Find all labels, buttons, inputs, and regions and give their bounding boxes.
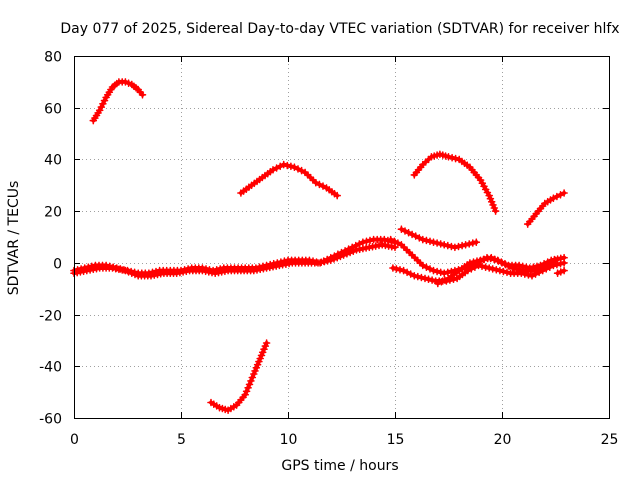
series-band-right-dip [434,253,560,288]
x-tick-label: 15 [387,432,405,448]
data-point [556,259,565,268]
data-point [476,256,485,265]
data-point [444,153,453,161]
data-point [478,262,486,271]
data-point [426,237,434,246]
data-point [444,241,452,250]
data-point [410,272,419,280]
y-tick-label: -20 [39,309,62,325]
y-axis-label: SDTVAR / TECUs [6,181,22,296]
x-tick-label: 0 [70,432,79,448]
data-point [473,257,481,265]
data-point [138,91,147,99]
data-point [560,266,568,275]
data-point [389,264,397,272]
data-point [359,238,367,246]
data-point [396,266,404,274]
data-point [512,265,521,273]
y-tick-label: 60 [44,102,62,118]
y-tick-label: 40 [44,153,62,169]
series-line [238,162,340,198]
data-point [488,265,497,273]
series-arc-bottom [207,339,271,414]
series-arc-right-descend [397,225,481,252]
data-point [250,370,258,378]
data-point [440,269,448,277]
data-point [560,259,568,267]
data-point [472,238,481,246]
data-point [491,207,500,215]
data-point [469,258,478,266]
data-point [257,351,266,360]
data-point [417,273,426,282]
data-point [503,268,511,277]
data-point [436,268,445,277]
grid [74,56,609,418]
series-group [70,78,568,414]
data-point [279,160,288,169]
data-point [392,265,401,273]
x-tick-label: 10 [280,432,298,448]
series-arc-mid-hump [237,160,341,200]
y-tick-label: -40 [39,360,62,376]
data-point [480,255,488,264]
x-axis-label: GPS time / hours [281,458,398,474]
data-point [333,191,341,200]
data-point [508,264,517,272]
data-point [421,274,429,283]
y-tick-label: 80 [44,50,62,66]
y-tick-label: 20 [44,205,62,221]
series-band-right-lower [389,259,568,285]
data-point [496,266,504,275]
data-point [485,264,493,272]
data-point [124,79,133,87]
data-point [439,151,447,159]
series-arc-right-hump [410,150,500,215]
data-point [466,259,474,267]
data-point [262,339,271,347]
data-point [492,266,501,274]
axis-ticks: 0 5 10 15 20 25 -60 -40 -20 0 20 40 60 80 [39,50,618,449]
y-tick-label: 0 [53,257,62,273]
data-point [391,243,399,252]
series-band-baseline-lower [70,241,399,280]
data-point [524,271,533,279]
chart-title: Day 077 of 2025, Sidereal Day-to-day VTE… [60,21,619,37]
data-point [429,266,438,275]
data-point [430,152,438,160]
data-point [436,240,445,248]
data-point [465,240,473,248]
data-point [362,237,371,246]
data-point [560,189,568,197]
data-point [422,236,431,245]
x-tick-label: 25 [601,432,619,448]
data-point [454,242,463,251]
data-point [553,260,561,269]
data-point [516,266,524,274]
data-point [414,272,422,281]
data-point [485,191,493,200]
data-point [448,153,456,162]
data-point [221,405,229,414]
x-tick-label: 20 [494,432,512,448]
data-point [551,256,560,265]
x-tick-label: 5 [177,432,186,448]
data-point [474,261,483,270]
data-point [424,275,433,283]
series-arc-right-rise [523,189,568,228]
data-point [428,276,436,284]
data-point [461,241,470,249]
data-point [287,162,295,171]
series-tail-end [553,266,568,277]
data-point [433,239,441,247]
series-arc-top-left [89,78,147,125]
y-tick-label: -60 [39,412,62,428]
plot-frame [74,56,610,419]
